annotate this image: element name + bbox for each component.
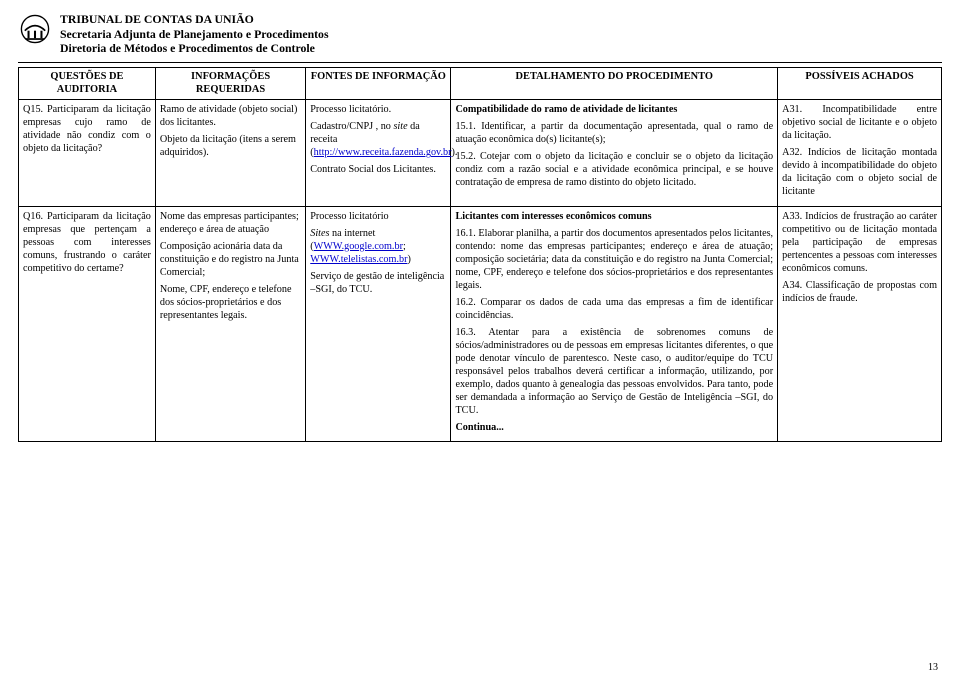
source-para: Serviço de gestão de inteligência –SGI, …	[310, 270, 446, 296]
cell-info: Ramo de atividade (objeto social) dos li…	[155, 100, 305, 206]
col-header-info: INFORMAÇÕES REQUERIDAS	[155, 68, 305, 100]
cell-question: Q16. Participaram da licitação empresas …	[19, 206, 156, 442]
col-header-questions: QUESTÕES DE AUDITORIA	[19, 68, 156, 100]
continuation-marker: Continua...	[455, 421, 773, 434]
tcu-logo	[18, 12, 52, 46]
detail-title: Compatibilidade do ramo de atividade de …	[455, 103, 773, 116]
document-header: TRIBUNAL DE CONTAS DA UNIÃO Secretaria A…	[18, 12, 942, 56]
detail-step: 16.1. Elaborar planilha, a partir dos do…	[455, 227, 773, 292]
source-para: Sites na internet (WWW.google.com.br; WW…	[310, 227, 446, 266]
cell-sources: Processo licitatório. Cadastro/CNPJ , no…	[306, 100, 451, 206]
detail-title: Licitantes com interesses econômicos com…	[455, 210, 773, 223]
source-text: )	[407, 254, 410, 265]
google-link[interactable]: WWW.google.com.br	[314, 241, 403, 252]
col-header-sources: FONTES DE INFORMAÇÃO	[306, 68, 451, 100]
col-header-detail: DETALHAMENTO DO PROCEDIMENTO	[451, 68, 778, 100]
cell-detail: Compatibilidade do ramo de atividade de …	[451, 100, 778, 206]
header-text-block: TRIBUNAL DE CONTAS DA UNIÃO Secretaria A…	[60, 12, 942, 56]
cell-detail: Licitantes com interesses econômicos com…	[451, 206, 778, 442]
source-text: Cadastro/CNPJ , no	[310, 121, 393, 132]
info-para: Nome das empresas participantes; endereç…	[160, 210, 301, 236]
table-row: Q16. Participaram da licitação empresas …	[19, 206, 942, 442]
audit-table: QUESTÕES DE AUDITORIA INFORMAÇÕES REQUER…	[18, 67, 942, 442]
source-italic: site	[393, 121, 407, 132]
cell-question: Q15. Participaram da licitação empresas …	[19, 100, 156, 206]
finding-para: A33. Indícios de frustração ao caráter c…	[782, 210, 937, 275]
header-line-2: Secretaria Adjunta de Planejamento e Pro…	[60, 27, 942, 42]
finding-para: A31. Incompatibilidade entre objetivo so…	[782, 103, 937, 142]
detail-step: 15.1. Identificar, a partir da documenta…	[455, 120, 773, 146]
table-row: Q15. Participaram da licitação empresas …	[19, 100, 942, 206]
cell-sources: Processo licitatório Sites na internet (…	[306, 206, 451, 442]
info-para: Objeto da licitação (itens a serem adqui…	[160, 133, 301, 159]
receita-link[interactable]: http://www.receita.fazenda.gov.br	[314, 147, 452, 158]
header-line-3: Diretoria de Métodos e Procedimentos de …	[60, 41, 942, 56]
question-text: Q15. Participaram da licitação empresas …	[23, 103, 151, 155]
source-para: Contrato Social dos Licitantes.	[310, 163, 446, 176]
source-italic: Sites	[310, 228, 329, 239]
info-para: Composição acionária data da constituiçã…	[160, 240, 301, 279]
source-para: Cadastro/CNPJ , no site da receita (http…	[310, 120, 446, 159]
source-text: ;	[403, 241, 406, 252]
question-text: Q16. Participaram da licitação empresas …	[23, 210, 151, 275]
header-divider	[18, 62, 942, 63]
telelistas-link[interactable]: WWW.telelistas.com.br	[310, 254, 407, 265]
cell-info: Nome das empresas participantes; endereç…	[155, 206, 305, 442]
detail-step: 16.2. Comparar os dados de cada uma das …	[455, 296, 773, 322]
info-para: Ramo de atividade (objeto social) dos li…	[160, 103, 301, 129]
table-header-row: QUESTÕES DE AUDITORIA INFORMAÇÕES REQUER…	[19, 68, 942, 100]
source-para: Processo licitatório	[310, 210, 446, 223]
finding-para: A32. Indícios de licitação montada devid…	[782, 146, 937, 198]
col-header-findings: POSSÍVEIS ACHADOS	[778, 68, 942, 100]
cell-findings: A33. Indícios de frustração ao caráter c…	[778, 206, 942, 442]
finding-para: A34. Classificação de propostas com indí…	[782, 279, 937, 305]
header-line-1: TRIBUNAL DE CONTAS DA UNIÃO	[60, 12, 942, 27]
cell-findings: A31. Incompatibilidade entre objetivo so…	[778, 100, 942, 206]
page-number: 13	[928, 662, 938, 675]
detail-step: 15.2. Cotejar com o objeto da licitação …	[455, 150, 773, 189]
source-para: Processo licitatório.	[310, 103, 446, 116]
info-para: Nome, CPF, endereço e telefone dos sócio…	[160, 283, 301, 322]
detail-step: 16.3. Atentar para a existência de sobre…	[455, 326, 773, 417]
